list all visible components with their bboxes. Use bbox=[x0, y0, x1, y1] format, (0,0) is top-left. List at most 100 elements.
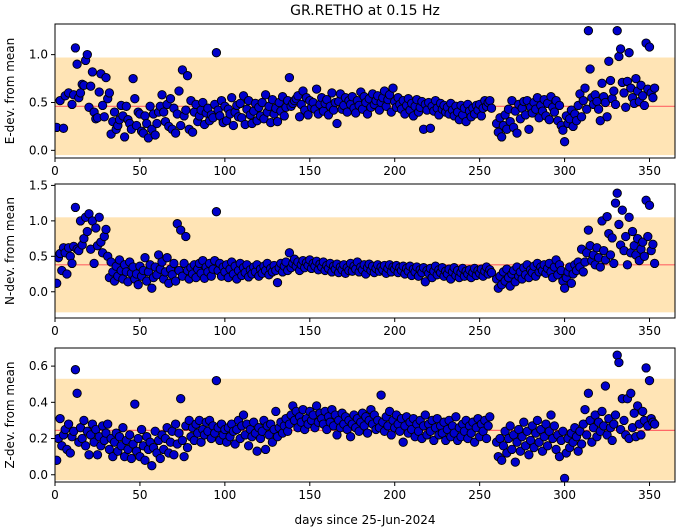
data-point bbox=[89, 258, 99, 269]
y-tick-label: 0.2 bbox=[29, 432, 48, 446]
data-point bbox=[177, 65, 188, 75]
x-tick-label: 350 bbox=[638, 488, 661, 502]
data-point bbox=[145, 101, 155, 111]
data-point bbox=[140, 455, 150, 465]
x-tick-label: 100 bbox=[213, 164, 236, 178]
data-point bbox=[103, 419, 113, 429]
data-point bbox=[279, 111, 289, 121]
data-point bbox=[109, 107, 120, 117]
x-tick-label: 100 bbox=[213, 324, 236, 338]
data-point bbox=[597, 406, 607, 417]
data-point bbox=[602, 112, 612, 122]
data-point bbox=[91, 223, 101, 233]
data-point bbox=[614, 357, 624, 368]
x-tick-label: 100 bbox=[213, 488, 236, 502]
data-point bbox=[597, 78, 607, 88]
data-point bbox=[524, 124, 534, 134]
data-point bbox=[238, 410, 249, 420]
data-point bbox=[610, 198, 621, 208]
data-point bbox=[549, 107, 560, 117]
x-tick-label: 0 bbox=[51, 488, 59, 502]
data-point bbox=[121, 101, 131, 111]
data-point bbox=[211, 375, 222, 386]
data-point bbox=[486, 267, 497, 278]
data-point bbox=[211, 48, 222, 58]
x-tick-label: 350 bbox=[638, 164, 661, 178]
x-tick-label: 250 bbox=[468, 488, 491, 502]
data-point bbox=[549, 421, 560, 431]
data-point bbox=[128, 73, 138, 84]
data-point bbox=[644, 375, 655, 386]
x-tick-label: 150 bbox=[298, 164, 321, 178]
data-point bbox=[67, 258, 77, 269]
data-point bbox=[614, 51, 624, 62]
data-point bbox=[55, 455, 62, 465]
data-point bbox=[510, 457, 520, 467]
data-point bbox=[150, 130, 160, 140]
data-point bbox=[328, 105, 339, 115]
data-point bbox=[260, 90, 271, 100]
data-point bbox=[182, 442, 193, 453]
data-point bbox=[170, 419, 181, 429]
data-point bbox=[136, 424, 147, 435]
y-tick-label: 1.0 bbox=[29, 48, 48, 62]
data-point bbox=[99, 112, 109, 122]
data-point bbox=[481, 433, 492, 444]
data-point bbox=[92, 450, 103, 460]
data-point bbox=[55, 278, 62, 288]
data-point bbox=[641, 363, 651, 373]
data-point bbox=[169, 450, 179, 460]
data-point bbox=[162, 253, 172, 263]
data-point bbox=[497, 455, 507, 465]
data-point bbox=[126, 453, 137, 464]
data-point bbox=[600, 381, 611, 391]
chart-title: GR.RETHO at 0.15 Hz bbox=[290, 3, 440, 19]
data-point bbox=[176, 120, 186, 131]
data-point bbox=[170, 128, 181, 138]
data-point bbox=[621, 102, 631, 112]
data-point bbox=[605, 250, 616, 260]
data-point bbox=[327, 88, 337, 98]
data-point bbox=[272, 277, 283, 288]
data-point bbox=[648, 93, 658, 103]
data-point bbox=[425, 123, 436, 133]
data-point bbox=[155, 453, 165, 464]
x-tick-label: 0 bbox=[51, 324, 59, 338]
data-point bbox=[345, 432, 356, 442]
data-point bbox=[483, 421, 493, 431]
x-tick-label: 50 bbox=[132, 324, 147, 338]
data-point bbox=[271, 406, 281, 417]
plot-area bbox=[55, 26, 675, 156]
data-point bbox=[118, 423, 128, 433]
data-point bbox=[639, 251, 650, 261]
data-point bbox=[619, 415, 629, 426]
data-point bbox=[546, 410, 556, 420]
data-point bbox=[610, 410, 621, 420]
data-point bbox=[87, 67, 98, 77]
data-point bbox=[104, 88, 115, 98]
y-tick-label: 0.0 bbox=[29, 143, 48, 157]
data-point bbox=[485, 412, 495, 422]
data-point bbox=[182, 71, 193, 81]
data-point bbox=[131, 120, 142, 131]
data-point bbox=[576, 112, 587, 122]
data-point bbox=[165, 94, 176, 104]
data-point bbox=[578, 267, 588, 277]
data-point bbox=[609, 419, 619, 429]
data-point bbox=[284, 248, 295, 258]
data-point bbox=[252, 446, 262, 456]
data-point bbox=[583, 388, 594, 398]
data-point bbox=[65, 448, 75, 458]
data-point bbox=[519, 417, 529, 427]
x-tick-label: 200 bbox=[383, 164, 406, 178]
data-point bbox=[152, 118, 162, 129]
data-point bbox=[612, 26, 622, 36]
x-tick-label: 250 bbox=[468, 164, 491, 178]
data-point bbox=[580, 404, 590, 415]
data-point bbox=[70, 202, 81, 213]
data-point bbox=[82, 226, 92, 237]
data-point bbox=[643, 231, 653, 242]
x-tick-label: 200 bbox=[383, 324, 406, 338]
data-point bbox=[631, 73, 641, 84]
data-point bbox=[612, 188, 622, 198]
